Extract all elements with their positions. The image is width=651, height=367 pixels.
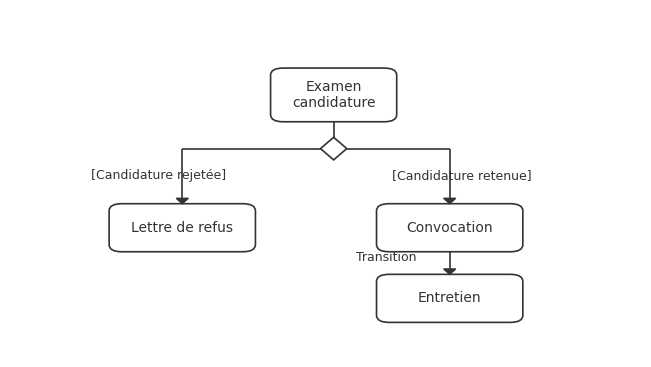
Text: Examen
candidature: Examen candidature	[292, 80, 376, 110]
Text: Convocation: Convocation	[406, 221, 493, 235]
Polygon shape	[443, 198, 456, 204]
Polygon shape	[443, 269, 456, 275]
Polygon shape	[320, 137, 347, 160]
Text: Lettre de refus: Lettre de refus	[132, 221, 233, 235]
Polygon shape	[176, 198, 188, 204]
Text: [Candidature retenue]: [Candidature retenue]	[392, 169, 531, 182]
FancyBboxPatch shape	[376, 204, 523, 252]
FancyBboxPatch shape	[271, 68, 396, 122]
Text: Transition: Transition	[356, 251, 417, 264]
Text: Entretien: Entretien	[418, 291, 482, 305]
Text: [Candidature rejetée]: [Candidature rejetée]	[91, 169, 227, 182]
FancyBboxPatch shape	[376, 275, 523, 322]
FancyBboxPatch shape	[109, 204, 255, 252]
